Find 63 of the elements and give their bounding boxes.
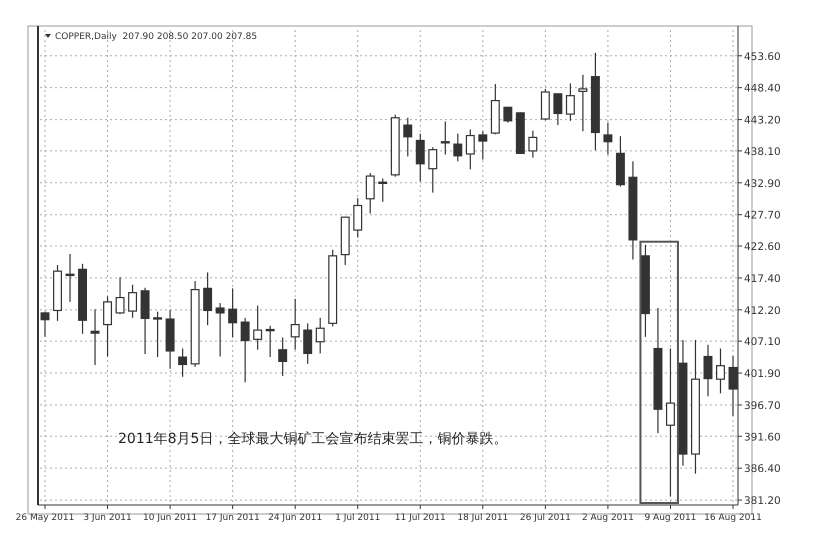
candlestick: [90, 308, 100, 366]
candlestick: [66, 253, 74, 302]
candlestick: [378, 178, 388, 202]
x-tick-label: 2 Aug 2011: [582, 513, 634, 523]
candlestick: [303, 322, 312, 364]
y-tick-label: 427.70: [744, 210, 781, 222]
candlestick: [316, 317, 325, 354]
x-tick-label: 1 Jul 2011: [335, 513, 380, 523]
annotation: 2011年8月5日，全球最大铜矿工会宣布结束罢工，铜价暴跌。: [118, 431, 508, 447]
candlestick: [328, 249, 338, 328]
candlestick: [628, 160, 638, 260]
candlestick: [228, 288, 238, 338]
candlestick: [290, 298, 300, 350]
candlestick: [403, 117, 412, 158]
candlestick: [203, 272, 212, 326]
x-tick-label: 24 Jun 2011: [268, 513, 322, 523]
chart-title: COPPER,Daily 207.90 208.50 207.00 207.85: [55, 32, 258, 42]
candlestick: [478, 130, 488, 160]
candlestick: [253, 304, 262, 350]
x-tick-label: 10 Jun 2011: [143, 513, 198, 523]
x-tick-label: 9 Aug 2011: [644, 513, 696, 523]
x-tick-label: 16 Aug 2011: [704, 513, 762, 523]
y-tick-label: 453.60: [744, 50, 781, 63]
candlestick: [416, 133, 425, 182]
candlestick: [440, 120, 450, 156]
y-tick-label: 391.60: [744, 431, 781, 444]
candlestick: [166, 309, 175, 370]
y-tick-label: 401.90: [744, 368, 781, 380]
candlestick: [490, 83, 500, 135]
candlestick: [716, 348, 725, 394]
candlestick: [366, 172, 375, 214]
candlestick: [453, 133, 462, 162]
x-tick-label: 17 Jun 2011: [206, 513, 260, 523]
candlestick: [428, 146, 438, 194]
candlestick: [353, 198, 362, 238]
y-tick-label: 407.10: [744, 336, 781, 348]
y-tick-label: 432.90: [744, 178, 781, 190]
y-tick-label: 438.10: [744, 146, 781, 158]
x-tick-label: 3 Jun 2011: [83, 513, 132, 523]
candlestick: [666, 348, 675, 498]
y-tick-label: 386.40: [744, 463, 781, 476]
y-tick-label: 412.20: [744, 304, 781, 317]
candlestick: [640, 244, 650, 338]
candlestick: [590, 52, 600, 151]
candlestick: [266, 325, 275, 358]
candlestick: [704, 344, 712, 397]
x-tick-label: 11 Jul 2011: [394, 513, 446, 523]
candlestick: [653, 307, 662, 434]
candlestick: [278, 336, 288, 377]
x-tick-label: 18 Jul 2011: [457, 513, 508, 523]
y-tick-label: 422.60: [744, 241, 781, 254]
candlestick: [678, 339, 688, 466]
candlestick: [690, 339, 700, 474]
y-tick-label: 381.20: [744, 495, 781, 508]
y-tick-label: 448.40: [744, 82, 781, 95]
candlestick: [603, 122, 612, 156]
y-tick-label: 417.40: [744, 272, 781, 285]
x-tick-label: 26 May 2011: [16, 513, 74, 523]
x-tick-label: 26 Jul 2011: [520, 513, 571, 523]
y-tick-label: 396.70: [744, 400, 781, 412]
y-tick-label: 443.20: [744, 114, 781, 127]
candlestick: [578, 74, 588, 132]
candlestick: [466, 128, 475, 170]
